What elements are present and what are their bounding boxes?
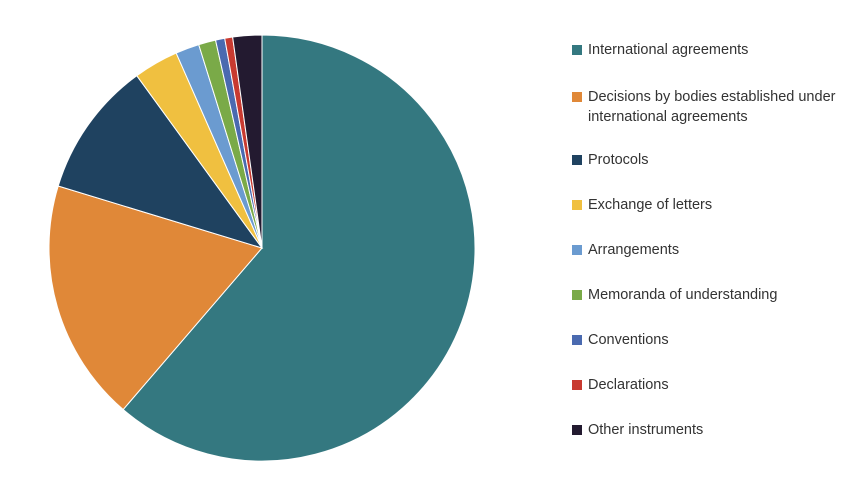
legend-swatch: [572, 245, 582, 255]
legend-swatch: [572, 155, 582, 165]
legend-swatch: [572, 200, 582, 210]
pie-slice-2: [57, 74, 264, 249]
legend-label: International agreements: [588, 42, 749, 58]
legend-swatch: [572, 425, 582, 435]
legend-item: Protocols: [572, 150, 842, 170]
legend-swatch: [572, 45, 582, 55]
legend-label: Conventions: [588, 332, 669, 348]
legend-label: Other instruments: [588, 422, 704, 438]
legend-swatch: [572, 92, 582, 102]
pie-slice-8: [232, 34, 263, 249]
legend-label: Arrangements: [588, 242, 680, 258]
legend-item: Memoranda of understanding: [572, 285, 842, 305]
legend-item: Declarations: [572, 375, 842, 395]
legend-swatch: [572, 380, 582, 390]
legend-label: Memoranda of understanding: [588, 287, 778, 303]
legend-label: Decisions by bodies established under in…: [588, 89, 836, 125]
legend-swatch: [572, 335, 582, 345]
legend-item: Exchange of letters: [572, 195, 842, 215]
legend-item: International agreements: [572, 40, 842, 60]
legend-label: Exchange of letters: [588, 197, 713, 213]
legend-item: Other instruments: [572, 420, 842, 440]
legend-item: Decisions by bodies established under in…: [572, 87, 842, 127]
legend-swatch: [572, 290, 582, 300]
pie-slice-0: [122, 34, 476, 462]
pie-slice-1: [48, 185, 263, 411]
legend-item: Arrangements: [572, 240, 842, 260]
legend-item: Conventions: [572, 330, 842, 350]
legend-label: Declarations: [588, 377, 669, 393]
legend-label: Protocols: [588, 152, 649, 168]
